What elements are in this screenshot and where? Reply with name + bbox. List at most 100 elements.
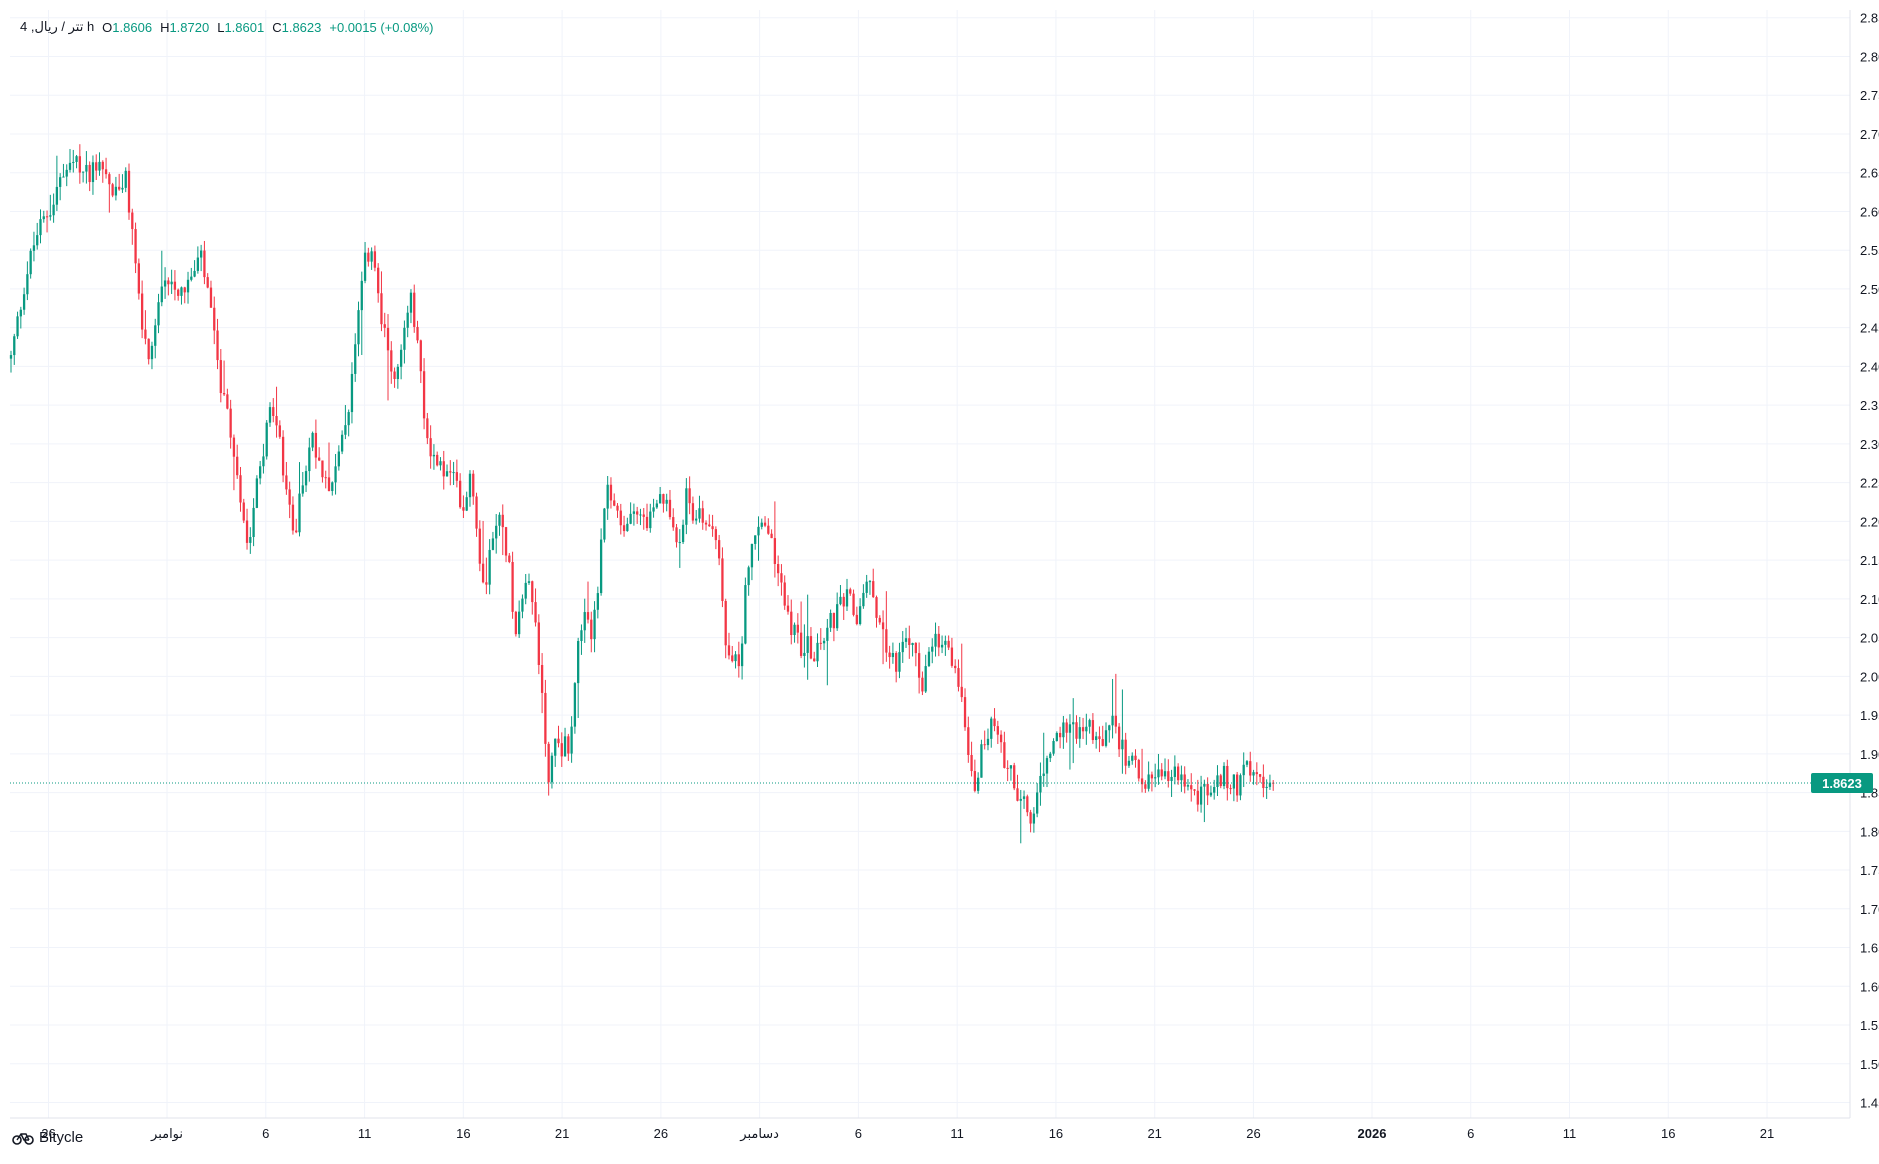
candle — [295, 518, 298, 534]
candle-body — [777, 564, 780, 574]
candle — [1088, 718, 1091, 734]
candle-body — [822, 640, 826, 644]
candle — [901, 631, 904, 663]
candle — [186, 271, 190, 304]
candle-body — [609, 484, 613, 501]
candle — [301, 471, 304, 497]
candle-body — [1255, 772, 1258, 775]
price-tick-label: 1.7500 — [1860, 863, 1879, 878]
candle — [334, 453, 337, 495]
symbol-label[interactable]: 4 ,تتر / ریال h — [20, 19, 95, 34]
brand-watermark[interactable]: Bitycle — [12, 1129, 83, 1146]
candle-body — [629, 513, 632, 524]
candle — [458, 473, 462, 509]
candle-body — [288, 489, 291, 505]
candle-body — [642, 514, 645, 517]
candle-body — [1032, 813, 1036, 824]
candle-body — [911, 643, 914, 646]
candle-body — [426, 418, 429, 439]
candle-body — [829, 612, 832, 628]
candle — [744, 577, 747, 645]
candle-body — [783, 582, 786, 606]
candle-body — [793, 624, 796, 636]
candle — [993, 708, 996, 732]
candle — [190, 267, 193, 282]
price-tick-label: 1.6500 — [1860, 941, 1879, 956]
candle — [1203, 779, 1206, 823]
candle — [649, 503, 652, 533]
candle-body — [626, 523, 629, 532]
candle — [196, 246, 200, 274]
candle-body — [104, 169, 108, 175]
candle-body — [724, 600, 727, 646]
candle — [416, 320, 419, 344]
candle-body — [19, 309, 22, 317]
candle — [806, 594, 809, 680]
candle — [367, 247, 370, 267]
candle-body — [934, 633, 937, 647]
candle-body — [1039, 775, 1042, 793]
candle — [868, 579, 872, 595]
candle — [1150, 771, 1154, 792]
candle — [85, 151, 88, 184]
candle-body — [134, 229, 137, 264]
candle — [1131, 752, 1134, 765]
candle — [163, 267, 167, 299]
candle — [1196, 779, 1199, 812]
candle — [586, 581, 590, 624]
candle-body — [383, 324, 386, 328]
candle — [1157, 753, 1160, 785]
candle — [1013, 762, 1016, 791]
candle-body — [88, 164, 91, 183]
candle-body — [488, 549, 491, 585]
candle-body — [875, 597, 878, 618]
candle-body — [1006, 767, 1009, 769]
price-tick-label: 1.5500 — [1860, 1018, 1879, 1033]
candle-body — [993, 718, 996, 727]
candle-body — [845, 589, 849, 607]
candle-body — [898, 652, 901, 672]
price-tick-label: 1.8000 — [1860, 824, 1879, 839]
candle — [547, 741, 550, 796]
candle-body — [534, 602, 537, 623]
candle-body — [495, 525, 498, 539]
candle — [613, 493, 616, 507]
candle — [1117, 723, 1121, 757]
candle-body — [1098, 736, 1101, 740]
candle — [262, 443, 265, 474]
time-axis[interactable]: 26 نوامبر 6 11 16 21 26 دسامبر 6 11 16 21 26 2026 6 11 1… — [10, 1117, 1850, 1142]
price-axis[interactable]: 1.4500 1.5000 1.5500 1.6000 1.6500 1.7000 1.75… — [1811, 10, 1879, 1118]
candle-body — [1209, 792, 1213, 796]
candle — [1173, 755, 1177, 785]
candle-body — [799, 632, 803, 656]
candle-body — [760, 522, 763, 527]
candle — [124, 167, 127, 193]
price-tick-label: 2.1500 — [1860, 553, 1879, 568]
candle-body — [111, 184, 114, 196]
candle — [583, 598, 586, 643]
candle — [603, 507, 606, 543]
grid — [10, 10, 1850, 1118]
candle-body — [22, 294, 26, 310]
candle-body — [1157, 769, 1160, 778]
candle-body — [1124, 739, 1127, 766]
candle-body — [1154, 777, 1157, 779]
candle — [1124, 732, 1127, 775]
candle — [193, 260, 196, 278]
candle-body — [904, 638, 908, 642]
candle — [462, 495, 465, 518]
candle — [422, 358, 426, 430]
candle-body — [839, 596, 842, 605]
candle-body — [963, 697, 967, 728]
candle — [698, 495, 701, 523]
candle — [724, 598, 727, 659]
candle-body — [960, 686, 963, 698]
candle-body — [131, 212, 134, 230]
candle — [180, 286, 183, 305]
close-value: 1.8623 — [281, 19, 322, 35]
time-tick-label: 21 — [555, 1126, 569, 1141]
candle-body — [1085, 726, 1088, 732]
candle-body — [511, 561, 514, 612]
